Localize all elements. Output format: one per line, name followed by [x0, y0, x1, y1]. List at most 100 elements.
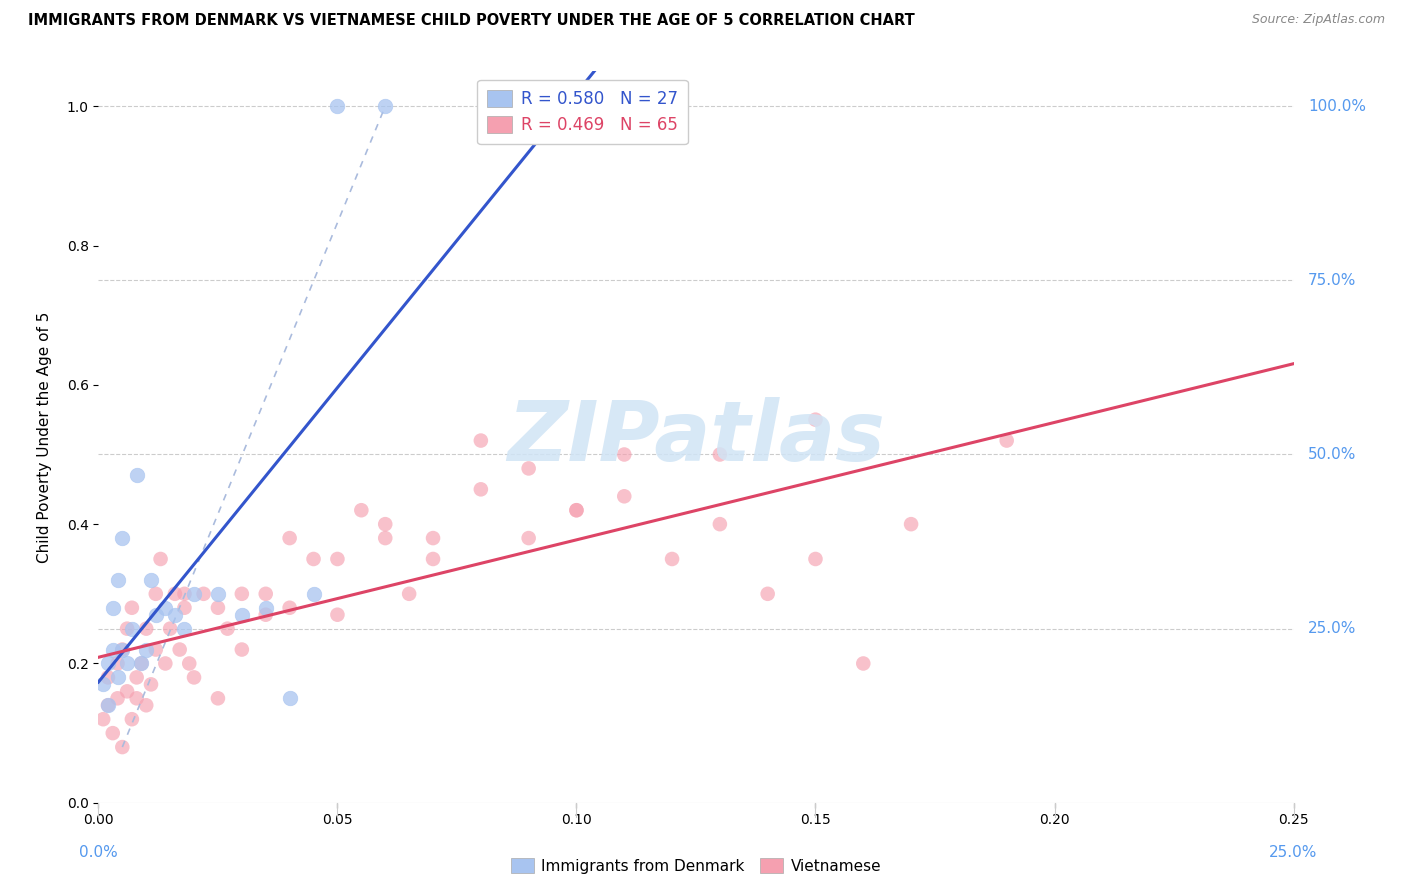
Point — [111, 642, 134, 657]
Text: Child Poverty Under the Age of 5: Child Poverty Under the Age of 5 — [37, 311, 52, 563]
Point — [107, 657, 129, 671]
Point — [254, 600, 277, 615]
Point — [97, 698, 120, 713]
Point — [145, 587, 167, 601]
Point — [254, 607, 277, 622]
Point — [173, 587, 195, 601]
Point — [115, 622, 138, 636]
Point — [517, 461, 540, 475]
Point — [900, 517, 922, 532]
Point — [131, 657, 153, 671]
Point — [107, 691, 129, 706]
Point — [135, 622, 157, 636]
Point — [91, 712, 114, 726]
Point — [278, 691, 301, 706]
Point — [169, 642, 191, 657]
Text: 75.0%: 75.0% — [1308, 273, 1357, 288]
Point — [121, 600, 143, 615]
Point — [565, 503, 588, 517]
Point — [995, 434, 1018, 448]
Text: ZIPatlas: ZIPatlas — [508, 397, 884, 477]
Point — [101, 642, 124, 657]
Point — [326, 552, 349, 566]
Point — [145, 607, 167, 622]
Point — [111, 642, 134, 657]
Point — [97, 670, 120, 684]
Point — [207, 587, 229, 601]
Text: IMMIGRANTS FROM DENMARK VS VIETNAMESE CHILD POVERTY UNDER THE AGE OF 5 CORRELATI: IMMIGRANTS FROM DENMARK VS VIETNAMESE CH… — [28, 13, 915, 29]
Point — [179, 657, 201, 671]
Point — [302, 552, 325, 566]
Point — [135, 642, 157, 657]
Point — [278, 600, 301, 615]
Text: Source: ZipAtlas.com: Source: ZipAtlas.com — [1251, 13, 1385, 27]
Point — [804, 552, 827, 566]
Point — [115, 684, 138, 698]
Text: 25.0%: 25.0% — [1270, 845, 1317, 860]
Legend: Immigrants from Denmark, Vietnamese: Immigrants from Denmark, Vietnamese — [502, 848, 890, 883]
Point — [107, 670, 129, 684]
Text: 50.0%: 50.0% — [1308, 447, 1357, 462]
Point — [173, 600, 195, 615]
Point — [374, 517, 396, 532]
Point — [193, 587, 215, 601]
Point — [183, 587, 205, 601]
Point — [101, 726, 124, 740]
Point — [125, 691, 148, 706]
Point — [804, 412, 827, 426]
Point — [101, 600, 124, 615]
Point — [470, 434, 492, 448]
Point — [145, 642, 167, 657]
Point — [756, 587, 779, 601]
Point — [97, 698, 120, 713]
Text: 0.0%: 0.0% — [79, 845, 118, 860]
Point — [97, 657, 120, 671]
Point — [111, 740, 134, 755]
Point — [350, 503, 373, 517]
Point — [163, 607, 186, 622]
Point — [125, 670, 148, 684]
Point — [374, 531, 396, 545]
Point — [91, 677, 114, 691]
Point — [121, 622, 143, 636]
Point — [613, 448, 636, 462]
Point — [155, 657, 177, 671]
Point — [149, 552, 172, 566]
Point — [163, 587, 186, 601]
Point — [709, 517, 731, 532]
Point — [231, 642, 253, 657]
Point — [231, 587, 253, 601]
Point — [139, 677, 162, 691]
Point — [422, 531, 444, 545]
Point — [155, 600, 177, 615]
Point — [398, 587, 420, 601]
Point — [107, 573, 129, 587]
Point — [173, 622, 195, 636]
Point — [207, 691, 229, 706]
Point — [374, 99, 396, 113]
Point — [159, 622, 181, 636]
Point — [115, 657, 138, 671]
Point — [517, 531, 540, 545]
Point — [135, 698, 157, 713]
Point — [565, 503, 588, 517]
Point — [852, 657, 875, 671]
Point — [661, 552, 683, 566]
Point — [422, 552, 444, 566]
Point — [131, 657, 153, 671]
Point — [470, 483, 492, 497]
Text: 25.0%: 25.0% — [1308, 621, 1357, 636]
Point — [207, 600, 229, 615]
Point — [326, 99, 349, 113]
Point — [121, 712, 143, 726]
Point — [326, 607, 349, 622]
Point — [613, 489, 636, 503]
Point — [709, 448, 731, 462]
Point — [183, 670, 205, 684]
Point — [139, 573, 162, 587]
Point — [302, 587, 325, 601]
Point — [217, 622, 239, 636]
Text: 100.0%: 100.0% — [1308, 99, 1365, 113]
Point — [231, 607, 253, 622]
Point — [125, 468, 148, 483]
